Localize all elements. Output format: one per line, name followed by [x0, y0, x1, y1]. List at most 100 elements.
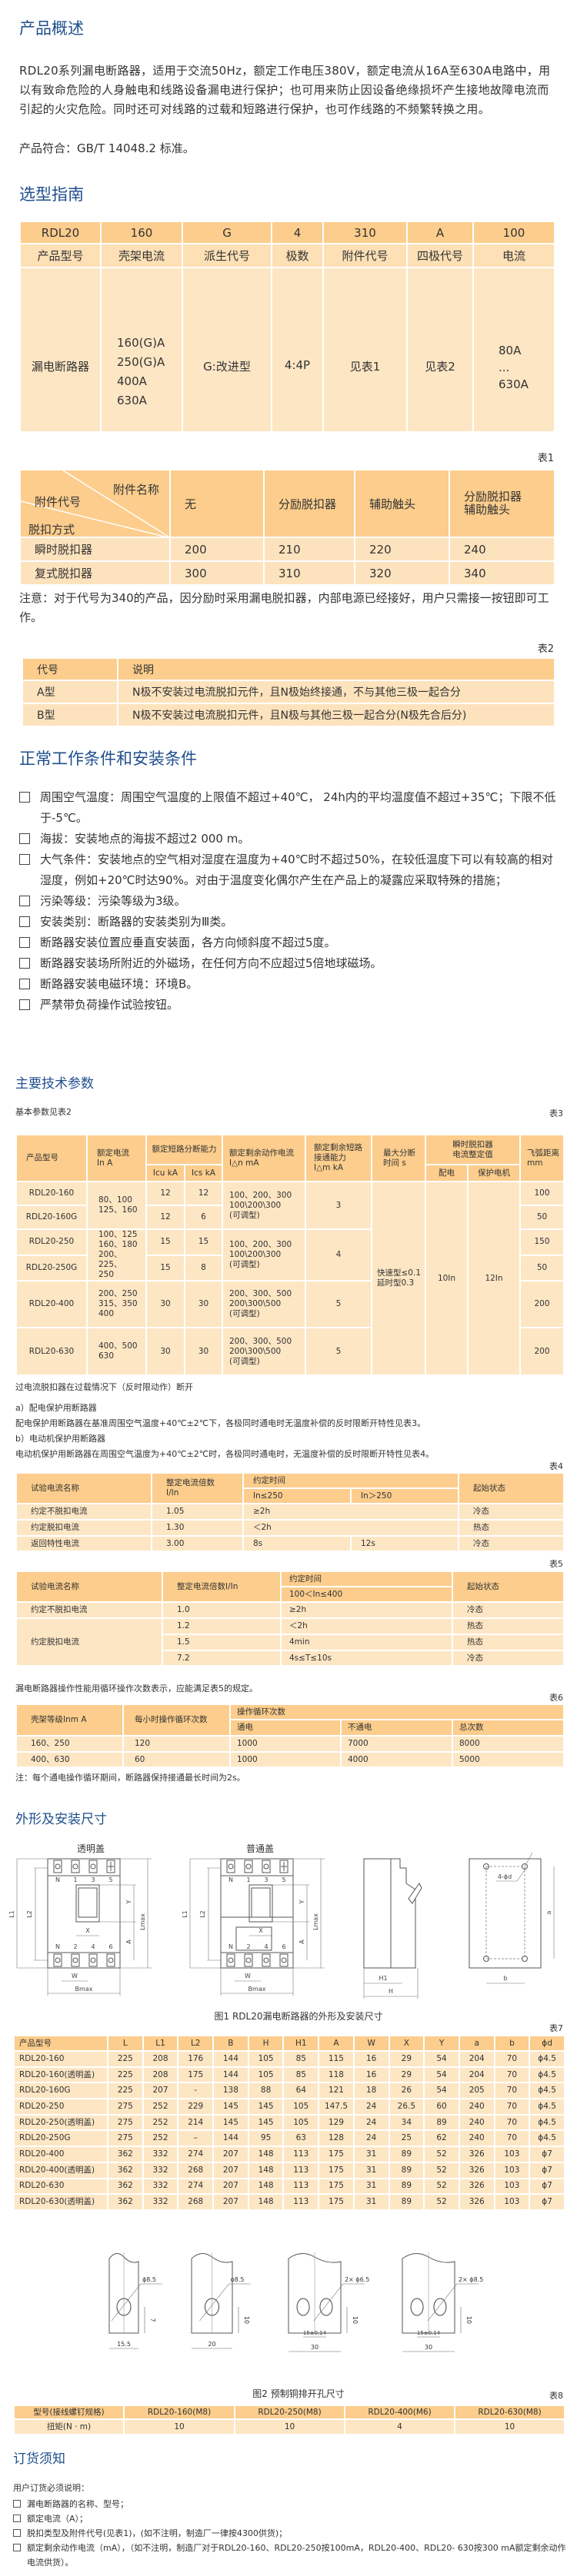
label-cell: 电流 [472, 243, 555, 268]
dim-cell: 326 [458, 2146, 495, 2163]
overload-a-title: a）配电保护用断路器 [15, 1403, 97, 1413]
four-pole-cell: 见表2 [406, 267, 474, 433]
cell: 60 [122, 1751, 231, 1768]
dim-cell: 138 [212, 2082, 249, 2100]
svg-text:Bmax: Bmax [248, 1986, 266, 1993]
checkbox-icon [13, 2515, 21, 2522]
section-title-ordering: 订货须知 [13, 2451, 65, 2467]
cell: 5000 [451, 1751, 565, 1768]
dim-cell: 332 [142, 2177, 179, 2195]
name-cell: 约定不脱扣电流 [15, 1503, 152, 1521]
svg-text:6: 6 [108, 1943, 112, 1950]
icu-cell: 12 [145, 1181, 185, 1206]
dim-cell: 113 [282, 2193, 320, 2211]
header-cell: 分励脱扣器 辅助触头 [449, 469, 555, 538]
dim-cell: 268 [177, 2161, 215, 2179]
cell: 120 [122, 1735, 231, 1753]
dim-cell: 175 [318, 2193, 355, 2211]
value-cell: 310 [263, 560, 355, 586]
corner-bottom: 脱扣方式 [28, 523, 75, 537]
dim-cell: 88 [247, 2082, 285, 2100]
motor-cell: 12In [467, 1181, 521, 1376]
svg-text:2× ϕ6.5: 2× ϕ6.5 [345, 2276, 369, 2283]
header-cell: 壳架等级Inm A [15, 1703, 124, 1737]
dim-cell: 145 [247, 2098, 285, 2116]
mult-cell: 1.2 [162, 1617, 282, 1635]
corner-top: 附件名称 [113, 483, 160, 497]
dim-cell: 31 [352, 2161, 390, 2179]
code-cell: A型 [22, 680, 118, 704]
svg-text:Bmax: Bmax [75, 1986, 93, 1993]
dim-cell: 252 [142, 2113, 179, 2132]
dim-cell: 113 [282, 2146, 320, 2163]
table6: 壳架等级Inm A 每小时操作循环次数 操作循环次数 通电 不通电 总次数 160、25… [15, 1703, 565, 1768]
header-cell: 起始状态 [452, 1571, 565, 1603]
dim-cell: 85 [282, 2066, 320, 2084]
checkbox-icon [19, 979, 30, 989]
figure2-copper-bar-drawing: ϕ8.5715.5RDL20-160ϕ8.51020RDL20-25015±0.… [108, 2252, 483, 2352]
dim-cell: 89 [388, 2161, 425, 2179]
condition-text: 海拔：安装地点的海拔不超过2 000 m。 [40, 832, 250, 846]
svg-text:1: 1 [246, 1876, 250, 1883]
label-cell: 附件代号 [322, 243, 408, 268]
svg-text:L1: L1 [182, 1910, 188, 1918]
dim-cell: 70 [493, 2066, 531, 2084]
checkbox-icon [19, 896, 30, 906]
header-cell: In＞250 [350, 1487, 459, 1504]
model-cell: RDL20-250G [15, 1254, 88, 1281]
dim-cell: 16 [352, 2050, 390, 2068]
accessory-cell: 见表1 [322, 267, 408, 433]
icu-cell: 15 [145, 1254, 185, 1281]
svg-text:Lmax: Lmax [312, 1913, 319, 1930]
svg-text:15±0.14: 15±0.14 [303, 2330, 327, 2336]
idn-cell: 100、200、300 100\200\300 (可调型) [222, 1228, 306, 1281]
label-cell: 壳架电流 [100, 243, 183, 268]
dim-cell: H [247, 2035, 285, 2052]
state-cell: 冷态 [452, 1601, 565, 1619]
header-cell: 型号(接线螺钉规格) [13, 2405, 125, 2420]
arc-cell: 50 [519, 1254, 565, 1281]
dim-cell: 362 [107, 2146, 144, 2163]
model-cell: RDL20-400 [13, 2146, 108, 2163]
svg-text:X: X [85, 1927, 90, 1934]
table6-note: 注：每个通电操作循环期间，断路器保持接通最长时间为2s。 [15, 1773, 245, 1783]
dim-cell: b [493, 2035, 531, 2052]
svg-text:W: W [72, 1973, 78, 1979]
cell: 10 [454, 2418, 565, 2435]
dim-cell: a [458, 2035, 495, 2052]
idn-cell: 100、200、300 100\200\300 (可调型) [222, 1181, 306, 1230]
dim-cell: 103 [493, 2161, 531, 2179]
code-cell: 160 [100, 221, 183, 244]
dim-cell: 103 [493, 2193, 531, 2211]
dim-cell: 204 [458, 2050, 495, 2068]
svg-text:X: X [258, 1927, 263, 1934]
dim-cell: 207 [142, 2082, 179, 2100]
condition-text: 污染等级：污染等级为3级。 [40, 894, 186, 908]
code-cell: 310 [322, 221, 408, 244]
header-cell: RDL20-160(M8) [123, 2405, 235, 2420]
dim-cell: 332 [142, 2146, 179, 2163]
dim-cell: 145 [247, 2113, 285, 2132]
ordering-intro: 用户订货必须说明： [13, 2483, 89, 2493]
table-tag: 表6 [549, 1693, 563, 1703]
dim-cell: 113 [282, 2177, 320, 2195]
header-cell: 通电 [229, 1719, 342, 1737]
dim-cell: 144 [212, 2066, 249, 2084]
ordering-text: 脱扣类型及附件代号(见表1)，(如不注明，制造厂一律按4300供货)； [27, 2528, 288, 2538]
mult-cell: 7.2 [162, 1650, 282, 1667]
header-cell: 保护电机 [467, 1164, 521, 1182]
svg-text:L2: L2 [199, 1910, 206, 1918]
dim-cell: 70 [493, 2082, 531, 2100]
header-cell: 额定电流 In A [86, 1134, 147, 1182]
derived-cell: G:改进型 [182, 267, 272, 433]
dim-cell: 240 [458, 2098, 495, 2116]
dim-cell: 275 [107, 2098, 144, 2116]
icu-cell: 30 [145, 1280, 185, 1328]
svg-text:2: 2 [246, 1943, 250, 1950]
dim-cell: 29 [388, 2066, 425, 2084]
arc-cell: 200 [519, 1280, 565, 1328]
header-cell: 最大分断 时间 s [371, 1134, 426, 1182]
dim-cell: 268 [177, 2193, 215, 2211]
dim-cell: 103 [493, 2146, 531, 2163]
dim-cell: 240 [458, 2113, 495, 2132]
